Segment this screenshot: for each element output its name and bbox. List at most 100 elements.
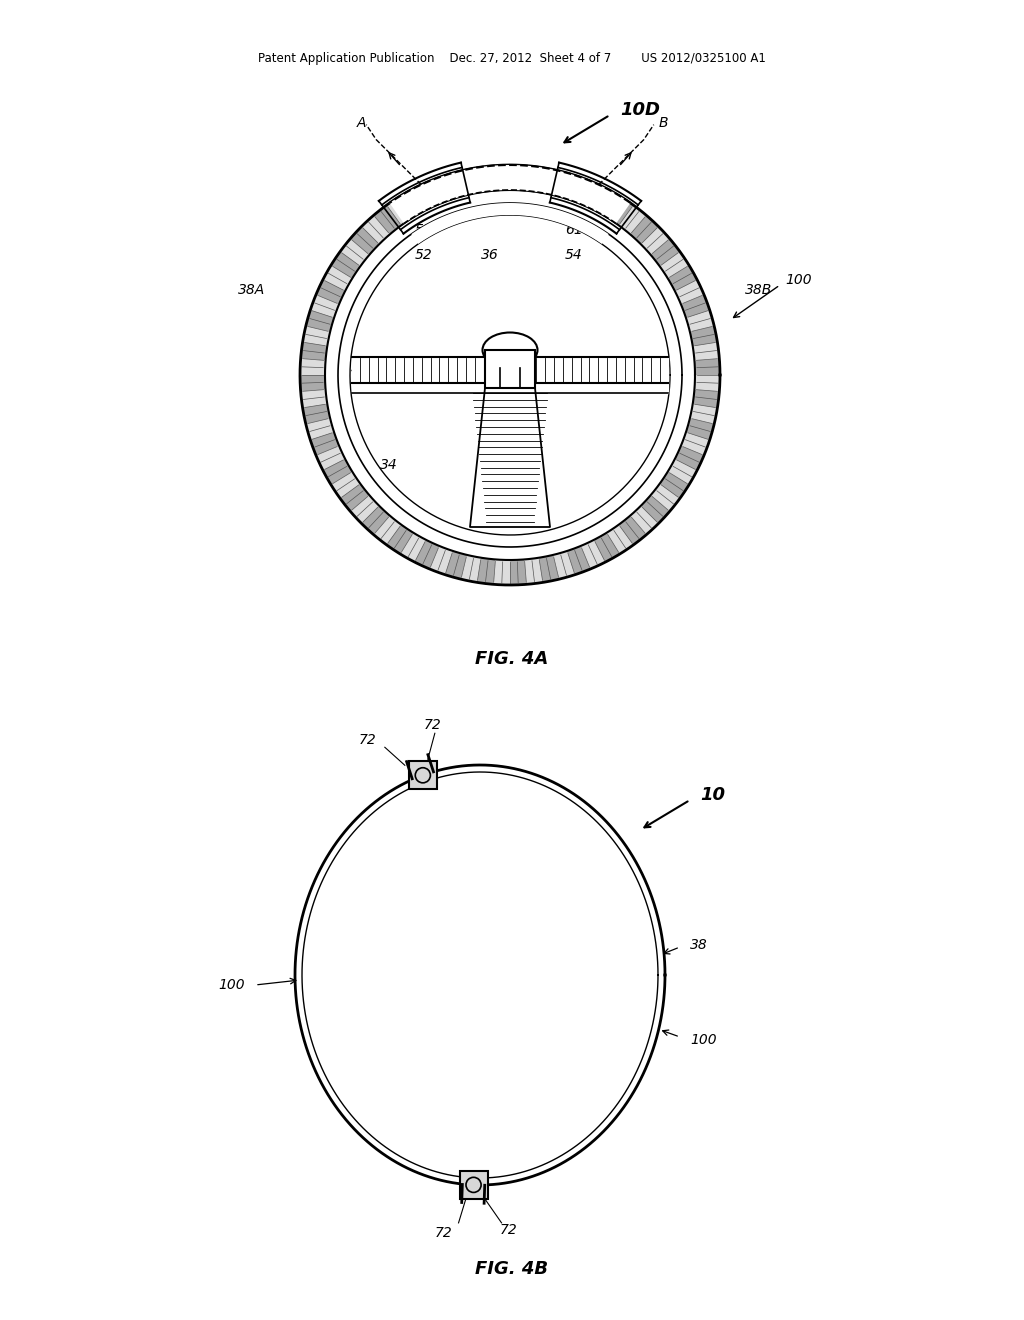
Polygon shape xyxy=(400,533,426,562)
Polygon shape xyxy=(681,294,710,318)
Polygon shape xyxy=(300,375,326,392)
Polygon shape xyxy=(323,265,352,290)
Polygon shape xyxy=(618,205,646,235)
Text: 72: 72 xyxy=(424,718,441,733)
Polygon shape xyxy=(594,533,620,562)
Polygon shape xyxy=(302,404,330,424)
Polygon shape xyxy=(494,165,510,190)
Text: 38B: 38B xyxy=(745,282,772,297)
Polygon shape xyxy=(694,359,720,375)
Polygon shape xyxy=(430,176,453,205)
Polygon shape xyxy=(430,546,453,574)
Polygon shape xyxy=(350,495,379,524)
Polygon shape xyxy=(510,560,526,585)
Polygon shape xyxy=(310,432,339,455)
Polygon shape xyxy=(400,187,426,218)
Text: 46: 46 xyxy=(351,363,369,378)
Polygon shape xyxy=(668,459,697,484)
Polygon shape xyxy=(659,471,689,499)
Text: A: A xyxy=(356,116,366,129)
Ellipse shape xyxy=(482,333,538,367)
Polygon shape xyxy=(524,558,543,585)
Polygon shape xyxy=(553,550,574,579)
Polygon shape xyxy=(524,165,543,193)
Polygon shape xyxy=(675,280,705,304)
Polygon shape xyxy=(415,181,439,210)
Polygon shape xyxy=(300,359,326,375)
Polygon shape xyxy=(302,326,330,346)
Text: 38: 38 xyxy=(690,939,708,952)
Text: 42: 42 xyxy=(525,363,543,378)
Text: 10: 10 xyxy=(700,785,725,804)
Text: 48: 48 xyxy=(640,363,657,378)
Polygon shape xyxy=(650,483,680,511)
Polygon shape xyxy=(692,389,719,408)
Text: 72: 72 xyxy=(500,1222,517,1237)
Polygon shape xyxy=(686,418,714,440)
Text: 100: 100 xyxy=(785,273,812,286)
Polygon shape xyxy=(306,310,334,331)
Text: 72: 72 xyxy=(359,734,377,747)
Polygon shape xyxy=(641,227,670,255)
Polygon shape xyxy=(510,165,526,190)
Polygon shape xyxy=(567,546,591,574)
Polygon shape xyxy=(477,165,496,193)
Text: 100: 100 xyxy=(690,1034,717,1047)
Polygon shape xyxy=(630,215,658,244)
Text: FIG. 4B: FIG. 4B xyxy=(475,1261,549,1278)
Polygon shape xyxy=(374,516,401,545)
Text: 38A: 38A xyxy=(238,282,265,297)
Text: 10D: 10D xyxy=(620,102,660,119)
Polygon shape xyxy=(340,483,370,511)
Bar xyxy=(485,350,535,388)
Polygon shape xyxy=(340,239,370,267)
Polygon shape xyxy=(694,375,720,392)
Polygon shape xyxy=(470,388,550,527)
Text: 100: 100 xyxy=(218,978,245,993)
Polygon shape xyxy=(668,265,697,290)
Polygon shape xyxy=(316,280,345,304)
Text: Patent Application Publication    Dec. 27, 2012  Sheet 4 of 7        US 2012/032: Patent Application Publication Dec. 27, … xyxy=(258,51,766,65)
Polygon shape xyxy=(316,446,345,470)
Polygon shape xyxy=(445,550,467,579)
Polygon shape xyxy=(310,294,339,318)
Polygon shape xyxy=(301,389,328,408)
Polygon shape xyxy=(567,176,591,205)
Text: B: B xyxy=(659,116,669,129)
Polygon shape xyxy=(690,326,718,346)
Text: 61: 61 xyxy=(565,223,583,238)
Text: 50: 50 xyxy=(520,458,538,473)
Bar xyxy=(409,762,437,789)
Text: 72: 72 xyxy=(434,1226,453,1239)
Polygon shape xyxy=(606,524,634,554)
Text: FIG. 4A: FIG. 4A xyxy=(475,649,549,668)
Polygon shape xyxy=(461,168,481,195)
Polygon shape xyxy=(494,560,510,585)
Polygon shape xyxy=(581,181,605,210)
Polygon shape xyxy=(350,227,379,255)
Polygon shape xyxy=(445,170,467,199)
Polygon shape xyxy=(301,342,328,360)
Polygon shape xyxy=(690,404,718,424)
Polygon shape xyxy=(477,558,496,585)
Polygon shape xyxy=(412,203,608,244)
Polygon shape xyxy=(553,170,574,199)
Polygon shape xyxy=(675,446,705,470)
Polygon shape xyxy=(306,418,334,440)
Polygon shape xyxy=(389,165,631,223)
Polygon shape xyxy=(594,187,620,218)
Text: 54: 54 xyxy=(565,248,583,261)
Polygon shape xyxy=(618,516,646,545)
Polygon shape xyxy=(659,252,689,279)
Polygon shape xyxy=(692,342,719,360)
Polygon shape xyxy=(374,205,401,235)
Text: 34: 34 xyxy=(380,458,397,473)
Polygon shape xyxy=(681,432,710,455)
Polygon shape xyxy=(650,239,680,267)
Text: 59: 59 xyxy=(415,223,433,238)
Polygon shape xyxy=(539,168,559,195)
Polygon shape xyxy=(461,554,481,582)
Polygon shape xyxy=(331,252,360,279)
Polygon shape xyxy=(581,540,605,569)
Polygon shape xyxy=(641,495,670,524)
